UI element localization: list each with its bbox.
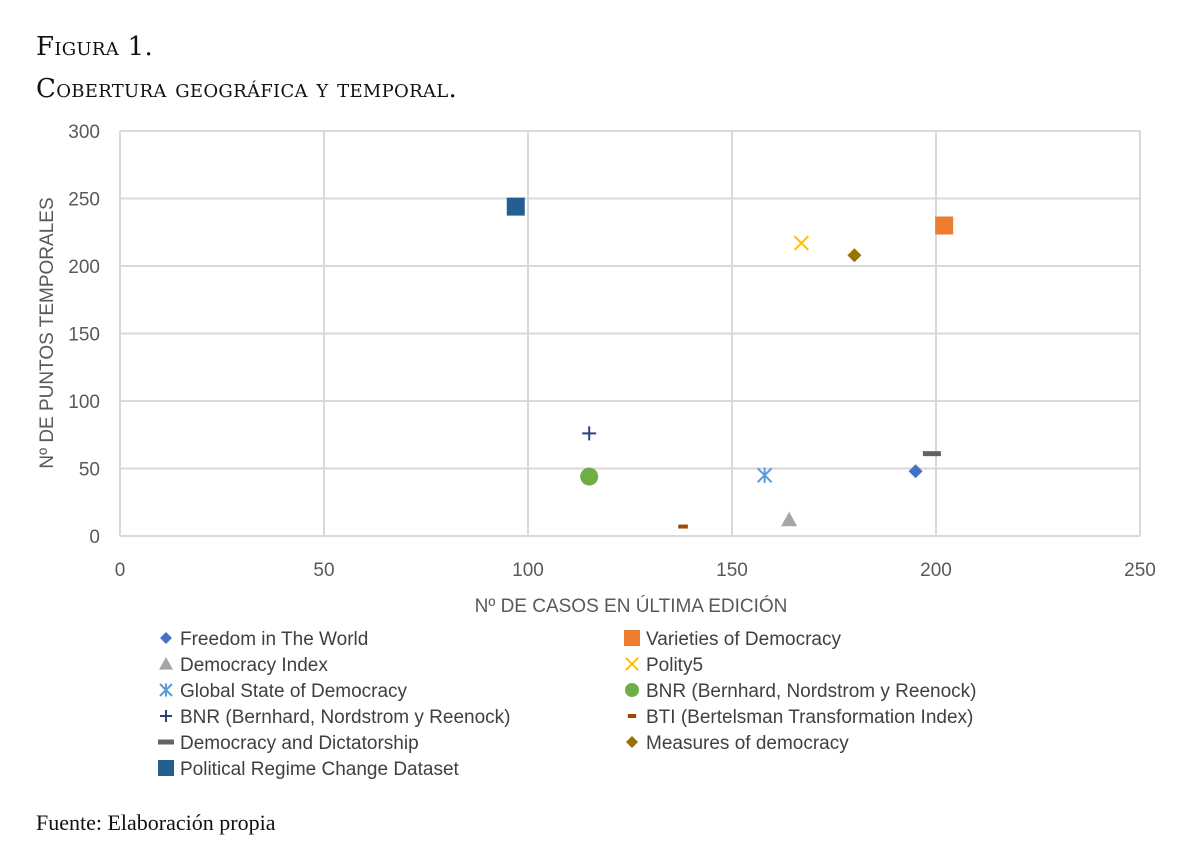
legend-marker (626, 736, 638, 748)
x-tick-label: 200 (920, 560, 952, 581)
data-point (781, 511, 798, 527)
legend-marker (158, 760, 174, 776)
legend-label: Varieties of Democracy (646, 629, 841, 650)
legend-label: Measures of democracy (646, 733, 849, 754)
legend-label: BNR (Bernhard, Nordstrom y Reenock) (180, 707, 511, 728)
x-tick-label: 0 (115, 560, 126, 581)
legend-label: Democracy and Dictatorship (180, 733, 419, 754)
legend-marker (625, 683, 639, 697)
figure-label: Figura 1. (36, 32, 154, 62)
data-point (908, 464, 923, 479)
y-tick-label: 300 (68, 122, 100, 143)
legend-marker (627, 714, 637, 718)
data-point (922, 451, 941, 457)
y-tick-label: 200 (68, 257, 100, 278)
legend-marker (160, 632, 172, 644)
grid-lines (119, 130, 1141, 537)
source-note: Fuente: Elaboración propia (36, 810, 276, 835)
data-point (793, 235, 810, 251)
legend-label: Democracy Index (180, 655, 328, 676)
x-tick-label: 250 (1124, 560, 1156, 581)
legend-marker (625, 657, 639, 671)
data-point (582, 426, 597, 441)
y-tick-label: 0 (89, 527, 100, 548)
data-point (935, 216, 954, 235)
legend-label: Freedom in The World (180, 629, 368, 650)
legend-label: BNR (Bernhard, Nordstrom y Reenock) (646, 681, 977, 702)
legend-marker (160, 710, 172, 722)
data-points (506, 197, 954, 529)
x-tick-label: 50 (313, 560, 334, 581)
y-tick-label: 50 (79, 460, 100, 481)
y-axis-title: Nº DE PUNTOS TEMPORALES (37, 197, 58, 468)
x-axis-title: Nº DE CASOS EN ÚLTIMA EDICIÓN (475, 595, 788, 617)
data-point (506, 197, 525, 216)
data-point (756, 467, 773, 483)
legend-label: Polity5 (646, 655, 703, 676)
scatter-chart: 0 50 100 150 200 250 300 0 50 100 150 200 250 Nº DE… (37, 122, 1156, 780)
x-tick-label: 100 (512, 560, 544, 581)
figure-title: Cobertura geográfica y temporal. (36, 74, 458, 104)
data-point (580, 467, 599, 486)
legend: Freedom in The World Varieties of Democra… (158, 629, 977, 780)
data-point (678, 524, 688, 529)
legend-marker (158, 739, 174, 745)
x-tick-label: 150 (716, 560, 748, 581)
y-tick-label: 100 (68, 392, 100, 413)
y-tick-label: 150 (68, 325, 100, 346)
legend-label: Political Regime Change Dataset (180, 759, 460, 780)
x-tick-labels: 0 50 100 150 200 250 (115, 560, 1156, 581)
y-tick-label: 250 (68, 190, 100, 211)
y-tick-labels: 0 50 100 150 200 250 300 (68, 122, 100, 548)
legend-marker (624, 630, 640, 646)
legend-marker (159, 683, 173, 697)
legend-label: BTI (Bertelsman Transformation Index) (646, 707, 973, 728)
data-point (847, 248, 862, 263)
legend-label: Global State of Democracy (180, 681, 408, 702)
legend-marker (159, 657, 173, 670)
